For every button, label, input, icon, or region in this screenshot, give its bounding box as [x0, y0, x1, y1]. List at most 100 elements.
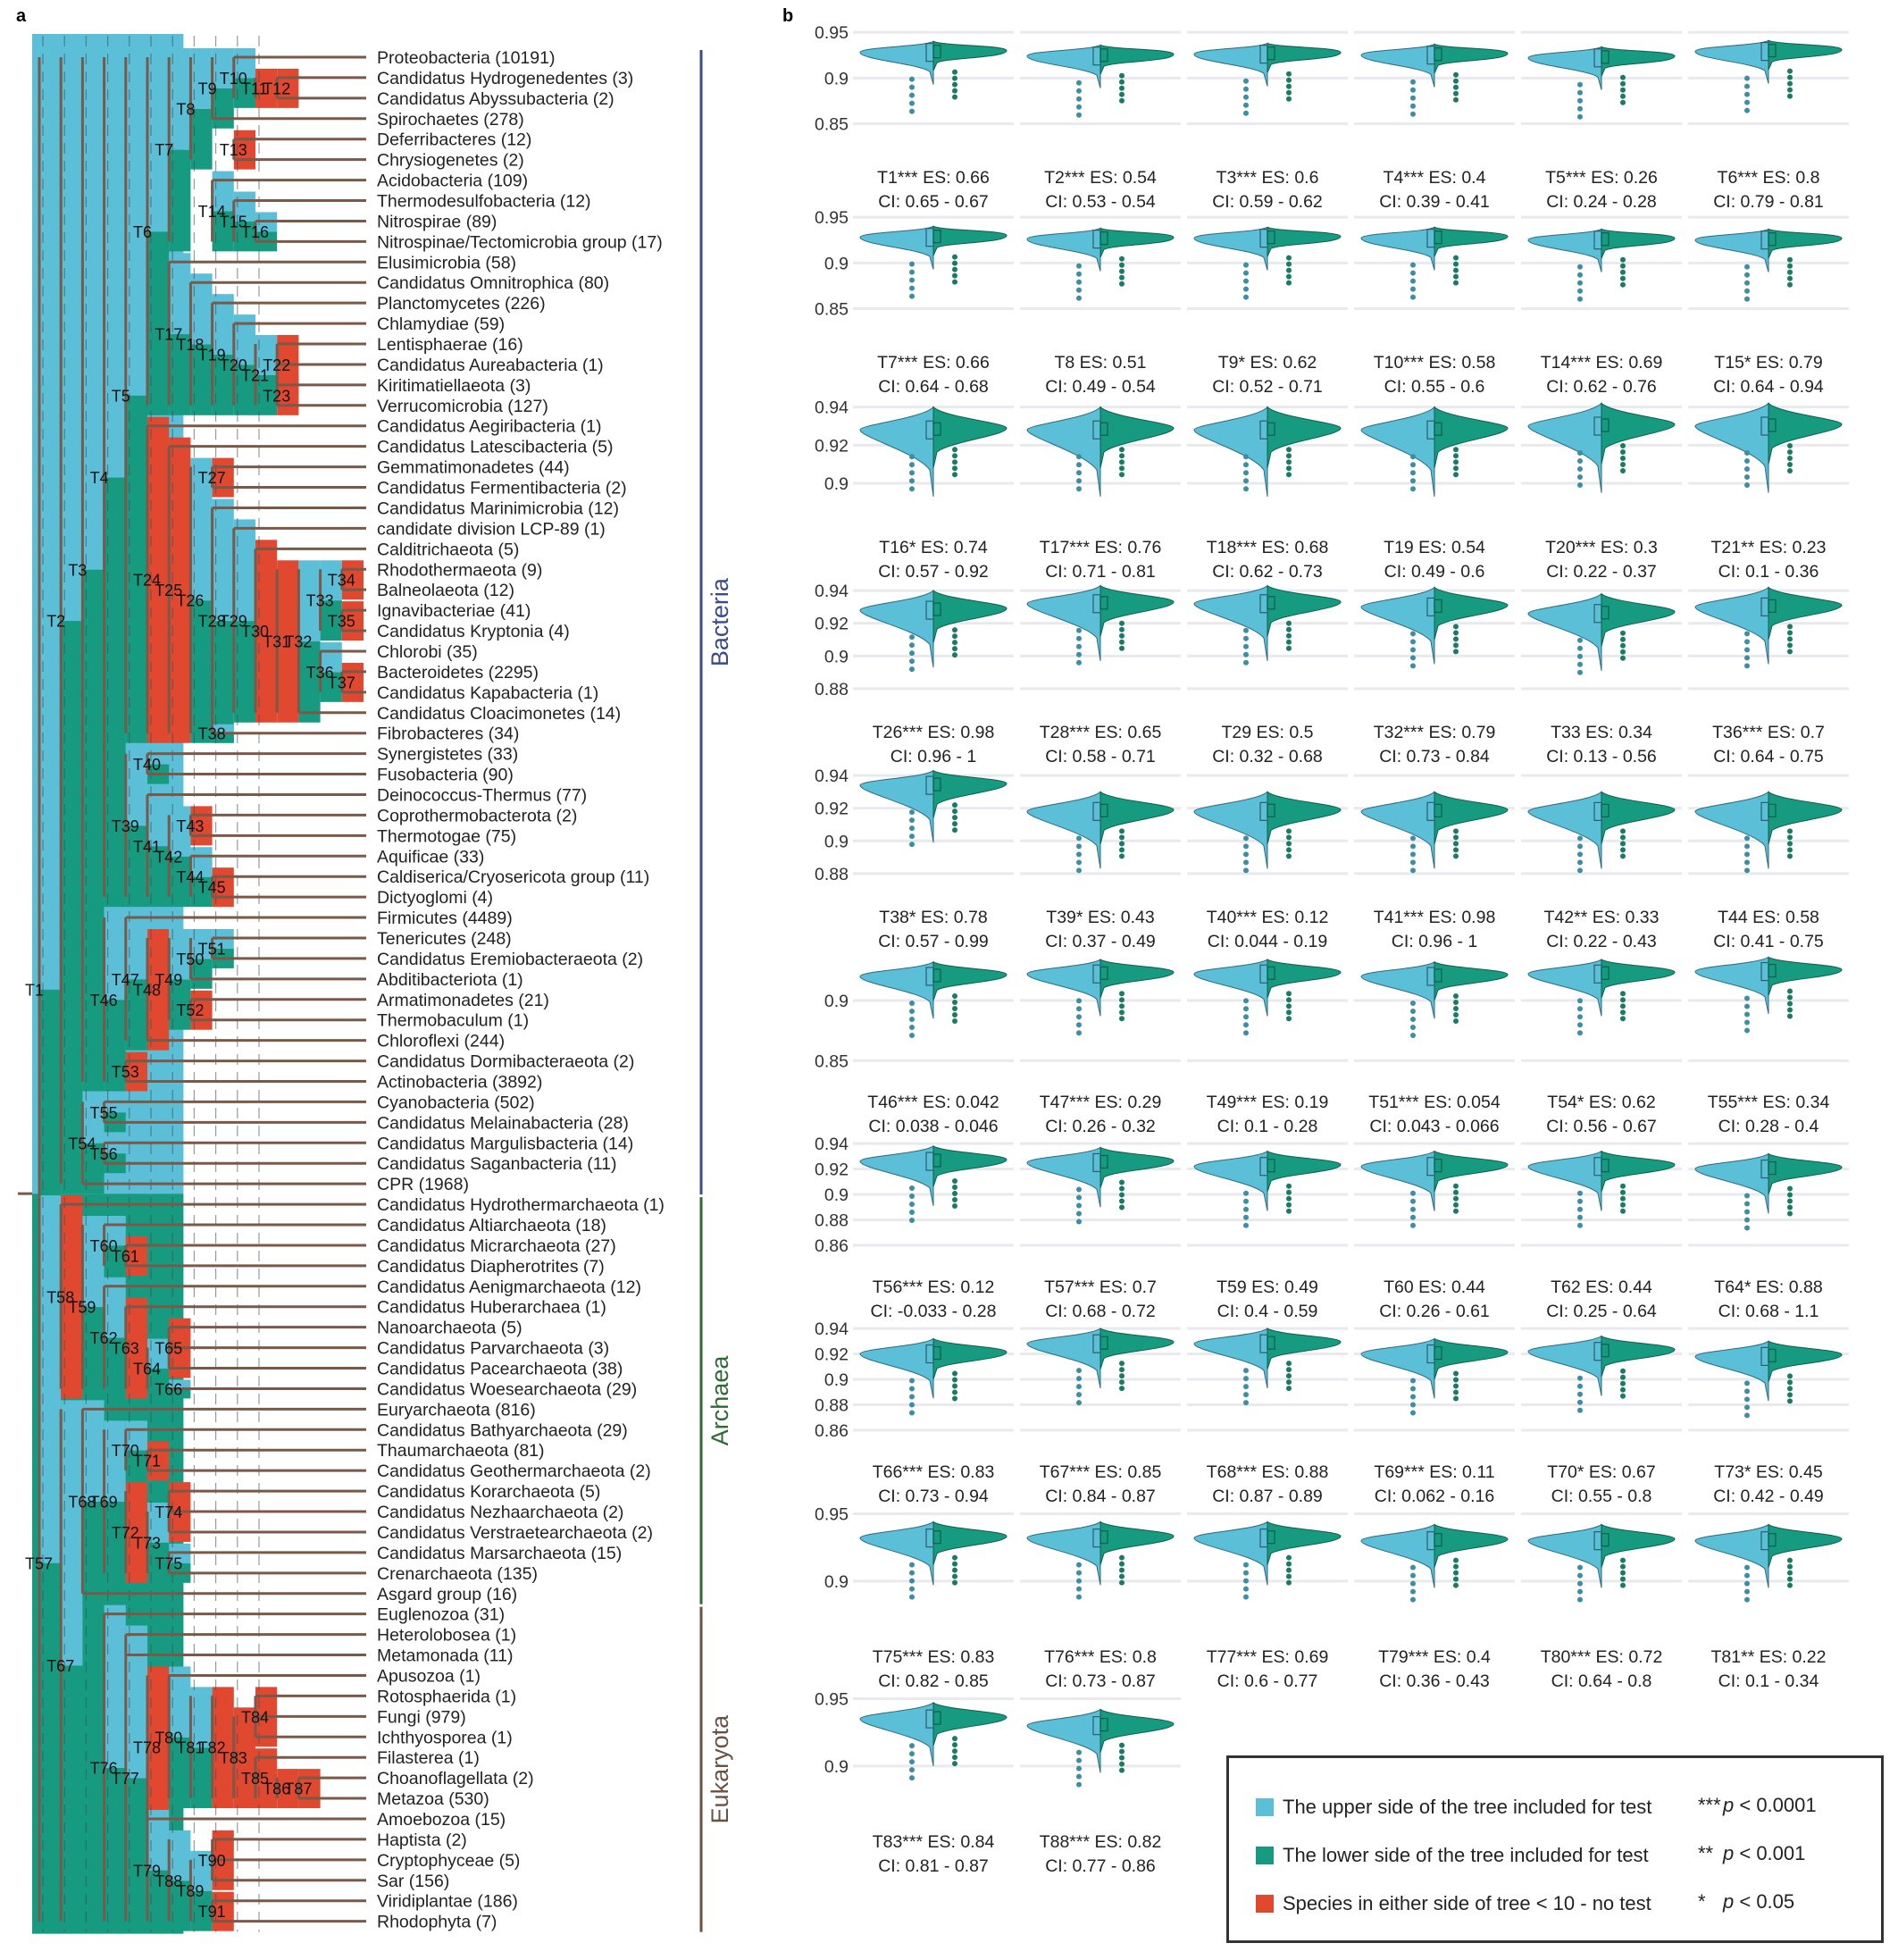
outlier-point	[952, 94, 957, 100]
box-lower-T49	[1267, 966, 1275, 980]
violin-lower-T4	[1434, 43, 1509, 74]
ytick-label: 0.9	[824, 1370, 849, 1390]
outlier-point	[1410, 1580, 1416, 1587]
taxon-label: Filasterea (1)	[377, 1748, 480, 1768]
node-label-T46: T46	[90, 992, 118, 1009]
outlier-point	[1243, 262, 1249, 268]
outlier-point	[1410, 1016, 1416, 1022]
outlier-point	[952, 75, 957, 81]
outlier-point	[1243, 286, 1249, 292]
outlier-point	[1620, 1016, 1626, 1022]
node-label-T57: T57	[25, 1554, 53, 1572]
node-box-upper-T38	[212, 724, 234, 734]
outlier-point	[1286, 89, 1292, 96]
violin-lower-T88	[1100, 1708, 1175, 1753]
test-label-T73: T73* ES: 0.45	[1714, 1462, 1823, 1482]
outlier-point	[1243, 851, 1249, 858]
outlier-point	[909, 666, 915, 673]
outlier-point	[952, 459, 957, 465]
outlier-point	[1620, 1202, 1626, 1208]
box-lower-T57	[1100, 1154, 1108, 1169]
violin-upper-T26	[859, 590, 934, 668]
test-label-T32: T32*** ES: 0.79	[1374, 723, 1496, 742]
test-ci-T57: CI: 0.68 - 0.72	[1045, 1302, 1156, 1321]
outlier-point	[1243, 1222, 1249, 1228]
test-label-T47: T47*** ES: 0.29	[1040, 1093, 1162, 1112]
outlier-point	[1076, 1594, 1082, 1600]
test-label-T67: T67*** ES: 0.85	[1040, 1462, 1162, 1482]
outlier-point	[1243, 643, 1249, 649]
node-label-T7: T7	[155, 141, 173, 159]
outlier-point	[1620, 841, 1626, 847]
outlier-point	[1620, 456, 1626, 461]
outlier-point	[1744, 83, 1750, 89]
outlier-point	[1744, 631, 1750, 637]
node-box-T12	[277, 68, 299, 108]
test-ci-T60: CI: 0.26 - 0.61	[1379, 1302, 1490, 1321]
violin-lower-T16	[932, 406, 1008, 469]
box-lower-T36	[1768, 599, 1777, 614]
outlier-point	[909, 634, 915, 641]
outlier-point	[1119, 1579, 1125, 1586]
outlier-point	[909, 1008, 915, 1014]
taxon-label: Firmicutes (4489)	[377, 909, 513, 928]
outlier-point	[1076, 1219, 1082, 1225]
node-box-upper-T88	[169, 1830, 191, 1881]
outlier-point	[1787, 1210, 1793, 1217]
taxon-label: Candidatus Woesearchaeota (29)	[377, 1379, 637, 1399]
domain-label-bacteria: Bacteria	[707, 577, 733, 666]
taxon-label: Lentisphaerae (16)	[377, 335, 523, 355]
outlier-point	[1076, 96, 1082, 102]
box-lower-T21	[1768, 418, 1777, 432]
box-lower-T69	[1434, 1345, 1442, 1361]
box-lower-T14	[1601, 232, 1610, 247]
outlier-point	[1744, 1412, 1750, 1419]
test-ci-T26: CI: 0.96 - 1	[890, 747, 976, 766]
test-ci-T83: CI: 0.81 - 0.87	[878, 1856, 989, 1876]
outlier-point	[952, 69, 957, 75]
violin-lower-T15	[1768, 228, 1843, 259]
test-label-T59: T59 ES: 0.49	[1217, 1277, 1318, 1297]
node-label-T89: T89	[176, 1882, 204, 1900]
test-ci-T81: CI: 0.1 - 0.34	[1718, 1671, 1819, 1691]
domain-label-archaea: Archaea	[707, 1355, 733, 1446]
outlier-point	[1744, 859, 1750, 866]
outlier-point	[1577, 1383, 1583, 1389]
test-label-T5: T5*** ES: 0.26	[1545, 168, 1658, 188]
test-label-T49: T49*** ES: 0.19	[1207, 1093, 1329, 1112]
outlier-point	[1744, 91, 1750, 97]
outlier-point	[1620, 642, 1626, 649]
outlier-point	[1410, 1378, 1416, 1384]
outlier-point	[1119, 828, 1125, 834]
violin-upper-T36	[1694, 586, 1769, 665]
outlier-point	[1243, 1392, 1249, 1398]
test-label-T40: T40*** ES: 0.12	[1207, 908, 1329, 927]
taxon-label: Acidobacteria (109)	[377, 172, 528, 191]
violin-upper-T9	[1193, 226, 1268, 271]
outlier-point	[1620, 263, 1626, 269]
violin-lower-T10	[1434, 226, 1509, 257]
outlier-point	[952, 1748, 957, 1755]
violin-lower-T19	[1434, 406, 1509, 469]
node-label-T66: T66	[155, 1380, 182, 1398]
outlier-point	[1620, 1576, 1626, 1582]
taxon-label: Fusobacteria (90)	[377, 766, 514, 785]
ytick-label: 0.85	[815, 115, 849, 135]
box-lower-T9	[1267, 230, 1275, 245]
taxon-label: Candidatus Abyssubacteria (2)	[377, 89, 615, 109]
box-lower-T33	[1601, 606, 1610, 620]
taxon-label: Cryptophyceae (5)	[377, 1851, 520, 1871]
outlier-point	[909, 261, 915, 267]
violin-upper-T2	[1026, 44, 1101, 88]
test-ci-T9: CI: 0.52 - 0.71	[1212, 377, 1323, 397]
outlier-point	[909, 1586, 915, 1592]
outlier-point	[1410, 286, 1416, 292]
outlier-point	[1119, 1003, 1125, 1009]
outlier-point	[1286, 834, 1292, 841]
test-ci-T40: CI: 0.044 - 0.19	[1208, 932, 1327, 951]
outlier-point	[1453, 1370, 1459, 1377]
outlier-point	[909, 650, 915, 657]
node-label-T26: T26	[176, 592, 204, 610]
node-box-T34	[341, 560, 364, 600]
outlier-point	[1243, 1030, 1249, 1036]
